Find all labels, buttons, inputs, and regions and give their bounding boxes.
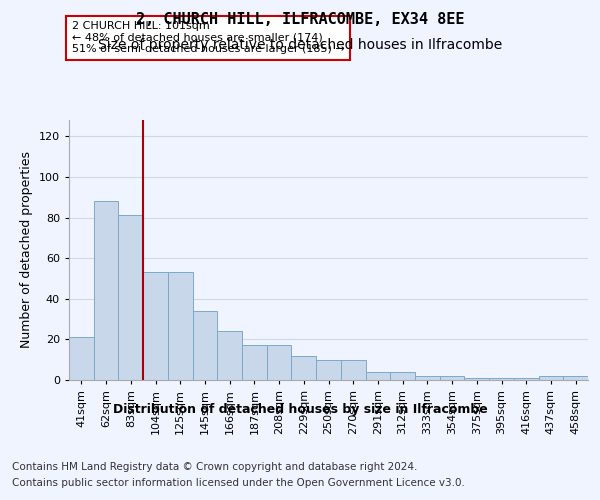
Text: Distribution of detached houses by size in Ilfracombe: Distribution of detached houses by size …: [113, 402, 487, 415]
Bar: [415, 376, 440, 380]
Bar: [365, 372, 390, 380]
Bar: [390, 372, 415, 380]
Bar: [242, 346, 267, 380]
Bar: [217, 331, 242, 380]
Bar: [69, 338, 94, 380]
Bar: [193, 311, 217, 380]
Bar: [143, 272, 168, 380]
Bar: [464, 378, 489, 380]
Text: 2 CHURCH HILL: 101sqm
← 48% of detached houses are smaller (174)
51% of semi-det: 2 CHURCH HILL: 101sqm ← 48% of detached …: [71, 21, 344, 54]
Bar: [267, 346, 292, 380]
Text: Contains HM Land Registry data © Crown copyright and database right 2024.: Contains HM Land Registry data © Crown c…: [12, 462, 418, 472]
Bar: [316, 360, 341, 380]
Bar: [514, 378, 539, 380]
Y-axis label: Number of detached properties: Number of detached properties: [20, 152, 33, 348]
Bar: [539, 376, 563, 380]
Bar: [440, 376, 464, 380]
Text: Size of property relative to detached houses in Ilfracombe: Size of property relative to detached ho…: [98, 38, 502, 52]
Bar: [563, 376, 588, 380]
Bar: [94, 201, 118, 380]
Text: Contains public sector information licensed under the Open Government Licence v3: Contains public sector information licen…: [12, 478, 465, 488]
Text: 2, CHURCH HILL, ILFRACOMBE, EX34 8EE: 2, CHURCH HILL, ILFRACOMBE, EX34 8EE: [136, 12, 464, 28]
Bar: [489, 378, 514, 380]
Bar: [118, 216, 143, 380]
Bar: [168, 272, 193, 380]
Bar: [292, 356, 316, 380]
Bar: [341, 360, 365, 380]
